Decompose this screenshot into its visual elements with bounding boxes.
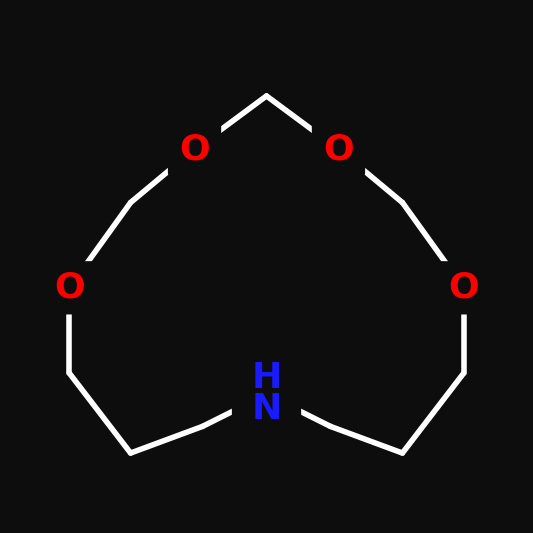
FancyBboxPatch shape <box>312 123 365 176</box>
Text: H: H <box>252 361 281 395</box>
FancyBboxPatch shape <box>437 261 490 314</box>
FancyBboxPatch shape <box>232 362 301 437</box>
Text: O: O <box>448 271 479 305</box>
Text: O: O <box>54 271 85 305</box>
Text: N: N <box>252 392 281 426</box>
FancyBboxPatch shape <box>168 123 221 176</box>
Text: O: O <box>323 132 354 166</box>
FancyBboxPatch shape <box>43 261 96 314</box>
Text: O: O <box>179 132 210 166</box>
